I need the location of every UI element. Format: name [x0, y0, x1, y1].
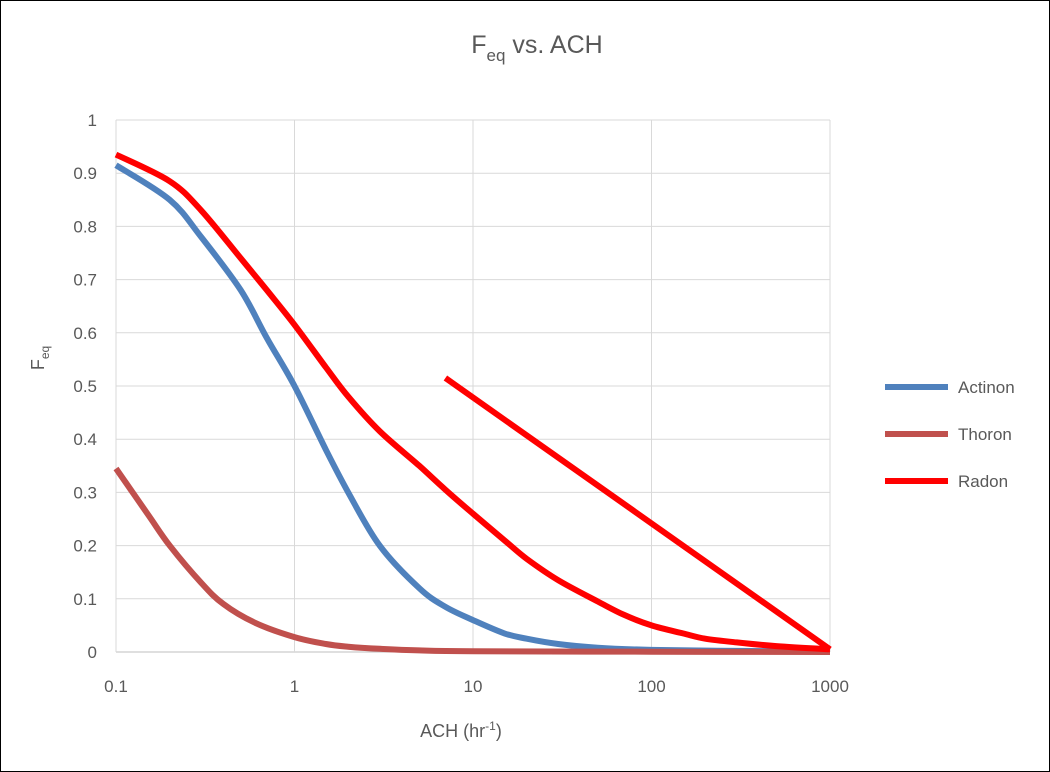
- y-tick-label: 0.3: [73, 483, 97, 502]
- x-axis-title-main: ACH (hr: [420, 721, 485, 741]
- chart-title: Feq vs. ACH: [471, 31, 602, 65]
- y-tick-label: 0.4: [73, 430, 97, 449]
- x-tick-label: 100: [637, 677, 665, 696]
- chart-title-sub: eq: [487, 46, 506, 65]
- x-tick-label: 0.1: [104, 677, 128, 696]
- y-tick-label: 0.1: [73, 590, 97, 609]
- x-axis-title: ACH (hr-1): [420, 719, 502, 741]
- y-tick-label: 0.6: [73, 324, 97, 343]
- legend-label-radon: Radon: [958, 472, 1008, 491]
- y-axis-title-main: F: [28, 359, 48, 370]
- y-axis-ticks: 0 0.1 0.2 0.3 0.4 0.5 0.6 0.7 0.8 0.9 1: [73, 111, 97, 662]
- y-tick-label: 0.5: [73, 377, 97, 396]
- y-tick-label: 0.2: [73, 537, 97, 556]
- x-tick-label: 1: [290, 677, 299, 696]
- y-tick-label: 1: [88, 111, 97, 130]
- x-tick-label: 1000: [811, 677, 849, 696]
- x-axis-title-end: ): [496, 721, 502, 741]
- chart-title-main: F: [471, 31, 486, 59]
- x-tick-label: 10: [464, 677, 483, 696]
- x-axis-ticks: 0.1 1 10 100 1000: [104, 677, 849, 696]
- y-tick-label: 0.9: [73, 164, 97, 183]
- legend-label-thoron: Thoron: [958, 425, 1012, 444]
- y-tick-label: 0.8: [73, 217, 97, 236]
- y-axis-title: Feq: [28, 346, 52, 370]
- series-line-3: [445, 378, 830, 649]
- chart-title-rest: vs. ACH: [505, 31, 602, 59]
- y-axis-title-sub: eq: [38, 346, 52, 359]
- legend: Actinon Thoron Radon: [885, 378, 1015, 491]
- legend-label-actinon: Actinon: [958, 378, 1015, 397]
- y-tick-label: 0.7: [73, 271, 97, 290]
- x-axis-title-sup: -1: [485, 719, 496, 733]
- y-tick-label: 0: [88, 643, 97, 662]
